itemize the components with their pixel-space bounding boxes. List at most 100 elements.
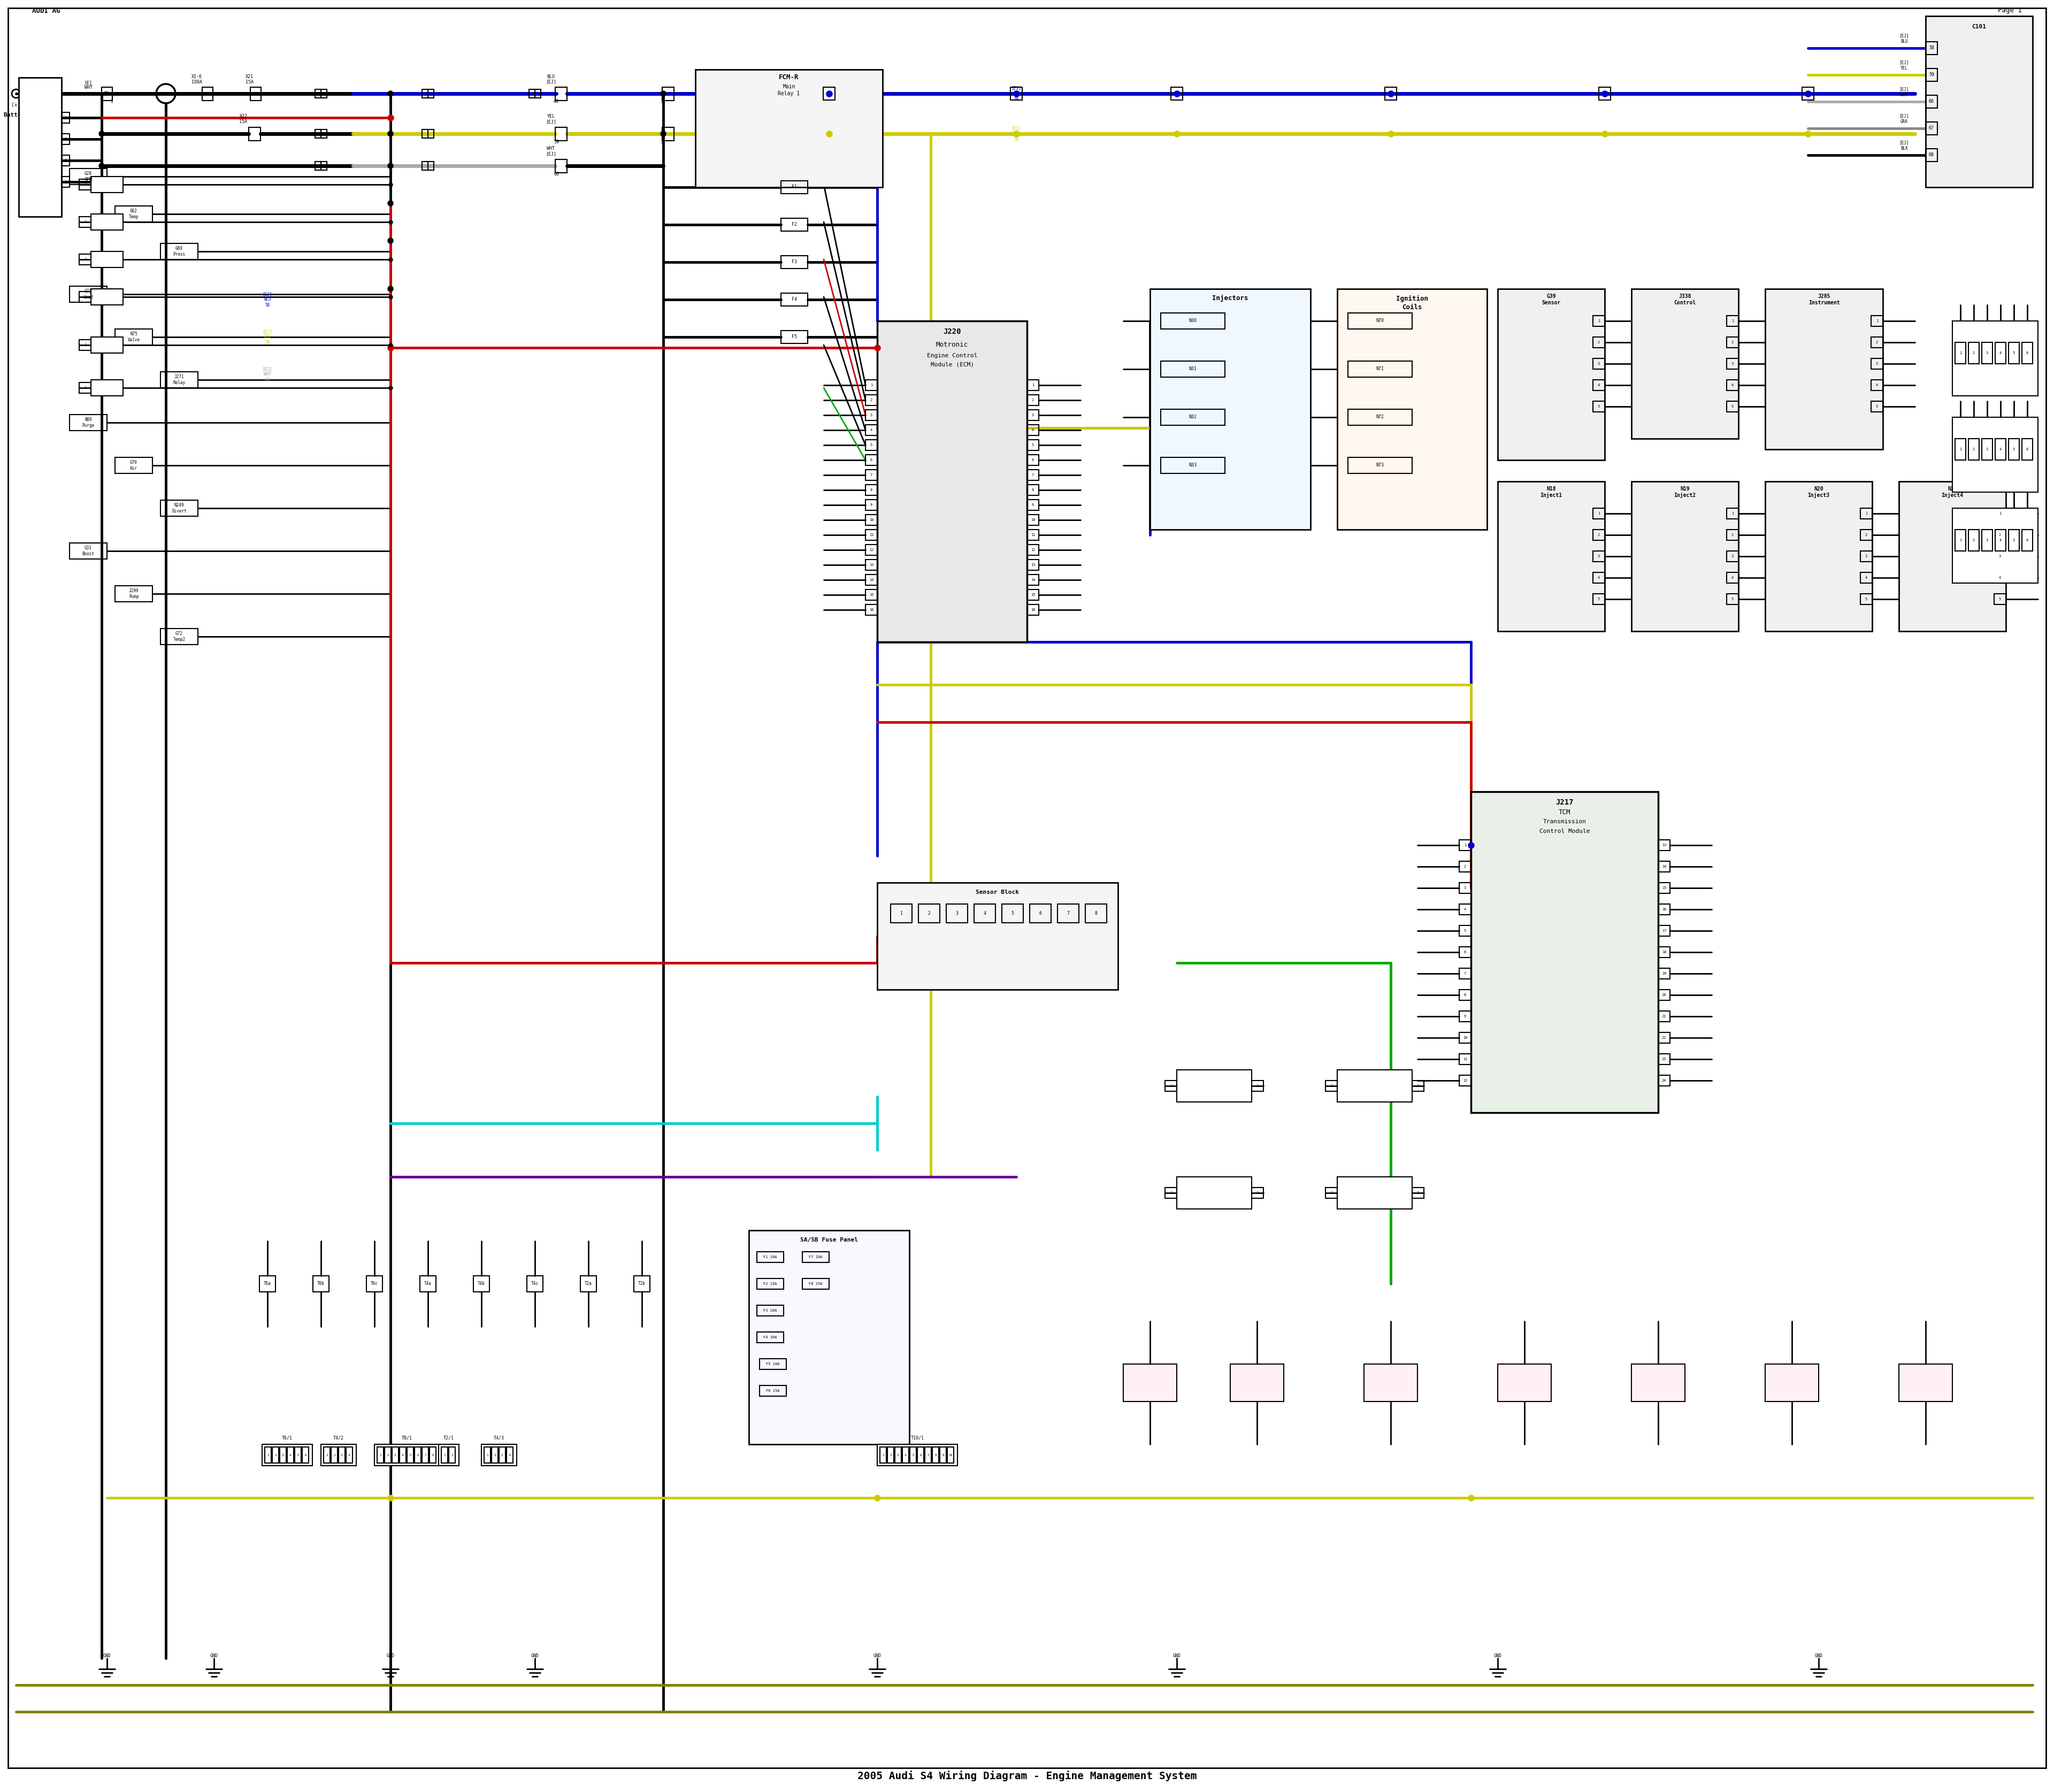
Text: T6c: T6c <box>370 1281 378 1287</box>
Bar <box>1927 95 1937 108</box>
Text: GND: GND <box>386 1654 394 1658</box>
Text: F4: F4 <box>791 297 797 303</box>
Text: 1: 1 <box>64 116 66 120</box>
Text: N88
Solenoid: N88 Solenoid <box>1514 1378 1534 1389</box>
Bar <box>1027 470 1039 480</box>
Bar <box>947 903 967 923</box>
Bar <box>1161 409 1224 425</box>
Circle shape <box>388 131 392 136</box>
Text: 3: 3 <box>1732 556 1734 557</box>
Text: 15: 15 <box>1662 887 1666 889</box>
Bar <box>974 903 996 923</box>
Bar <box>1594 572 1604 582</box>
Text: F7 20A: F7 20A <box>809 1256 822 1258</box>
Bar <box>1871 380 1884 391</box>
Text: 4: 4 <box>1999 448 2003 452</box>
Text: 2: 2 <box>1972 448 1974 452</box>
Text: N31: N31 <box>1189 367 1197 371</box>
Text: X21: X21 <box>244 73 253 79</box>
Bar <box>877 1444 957 1466</box>
Text: 5: 5 <box>1999 597 2001 600</box>
Bar <box>1347 409 1413 425</box>
Text: 59: 59 <box>1929 72 1935 77</box>
Bar <box>1177 1177 1251 1210</box>
Text: N276
Throttle: N276 Throttle <box>1247 1378 1267 1389</box>
Text: 10: 10 <box>949 1453 953 1457</box>
Bar <box>1727 509 1738 520</box>
Bar <box>325 1446 331 1462</box>
Bar <box>1994 530 2007 539</box>
Bar <box>263 1444 312 1466</box>
Text: 12: 12 <box>869 548 873 552</box>
Text: 2: 2 <box>1972 351 1974 355</box>
Text: Ignition: Ignition <box>1397 296 1428 303</box>
Text: 5: 5 <box>1465 930 1467 932</box>
Text: [EJ]
BLU
48: [EJ] BLU 48 <box>1011 86 1021 102</box>
Bar <box>1994 509 2007 520</box>
Text: 1: 1 <box>84 220 86 224</box>
Text: G69
Press: G69 Press <box>173 246 185 256</box>
Text: Motronic: Motronic <box>937 342 967 348</box>
Bar <box>750 1231 910 1444</box>
Text: 66: 66 <box>1929 99 1935 104</box>
Bar <box>1458 862 1471 873</box>
Text: 1: 1 <box>1169 1192 1173 1195</box>
Bar <box>481 1444 518 1466</box>
Bar <box>90 251 123 267</box>
Bar <box>1027 545 1039 556</box>
Bar <box>635 1276 649 1292</box>
Bar <box>90 380 123 396</box>
Bar <box>1347 457 1413 473</box>
Text: 8: 8 <box>1465 993 1467 996</box>
Bar <box>70 287 107 303</box>
Text: 7: 7 <box>1465 971 1467 975</box>
Bar <box>1871 315 1884 326</box>
Text: Transmission: Transmission <box>1543 819 1586 824</box>
Text: 2: 2 <box>1999 534 2001 536</box>
Text: 4: 4 <box>1999 539 2003 541</box>
Bar <box>1594 530 1604 539</box>
Bar <box>314 161 320 170</box>
Text: 2: 2 <box>1598 534 1600 536</box>
Bar <box>1994 550 2007 561</box>
Bar <box>781 330 807 344</box>
Bar <box>1658 840 1670 851</box>
Text: 16: 16 <box>1031 607 1035 611</box>
Text: FCM-R: FCM-R <box>778 73 799 81</box>
Bar <box>1594 550 1604 561</box>
Bar <box>933 1446 939 1462</box>
Bar <box>160 500 197 516</box>
Bar <box>80 179 90 190</box>
Text: G47
RR Speed: G47 RR Speed <box>1364 1188 1384 1199</box>
Text: G72
Temp2: G72 Temp2 <box>173 631 185 642</box>
Bar <box>1631 1364 1684 1401</box>
Text: 1: 1 <box>1732 513 1734 514</box>
Bar <box>1058 903 1078 923</box>
Bar <box>1861 593 1871 604</box>
Text: 7: 7 <box>1066 910 1070 916</box>
Bar <box>1861 550 1871 561</box>
Text: X22: X22 <box>240 115 246 118</box>
Text: 6: 6 <box>1039 910 1041 916</box>
Bar <box>1658 1011 1670 1021</box>
Bar <box>1927 68 1937 81</box>
Bar <box>90 289 123 305</box>
Bar <box>1027 425 1039 435</box>
Text: N80
Purge: N80 Purge <box>82 418 94 428</box>
Bar <box>1471 792 1658 1113</box>
Bar <box>555 159 567 172</box>
Bar <box>392 1446 398 1462</box>
Text: 1: 1 <box>84 387 86 389</box>
Bar <box>1364 1364 1417 1401</box>
Text: 6: 6 <box>2025 539 2029 541</box>
Bar <box>865 545 877 556</box>
Bar <box>442 1446 448 1462</box>
Bar <box>756 1253 785 1262</box>
Text: 1: 1 <box>1331 1192 1333 1195</box>
Bar <box>1027 394 1039 405</box>
Text: 3: 3 <box>1986 448 1988 452</box>
Text: Control Module: Control Module <box>1538 828 1590 833</box>
Bar <box>1727 572 1738 582</box>
Text: 6: 6 <box>871 459 873 462</box>
Text: T6a: T6a <box>263 1281 271 1287</box>
